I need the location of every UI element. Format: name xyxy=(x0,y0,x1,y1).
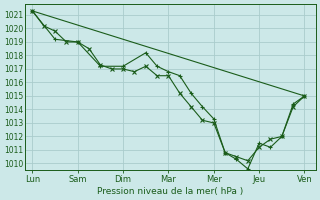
X-axis label: Pression niveau de la mer( hPa ): Pression niveau de la mer( hPa ) xyxy=(97,187,244,196)
